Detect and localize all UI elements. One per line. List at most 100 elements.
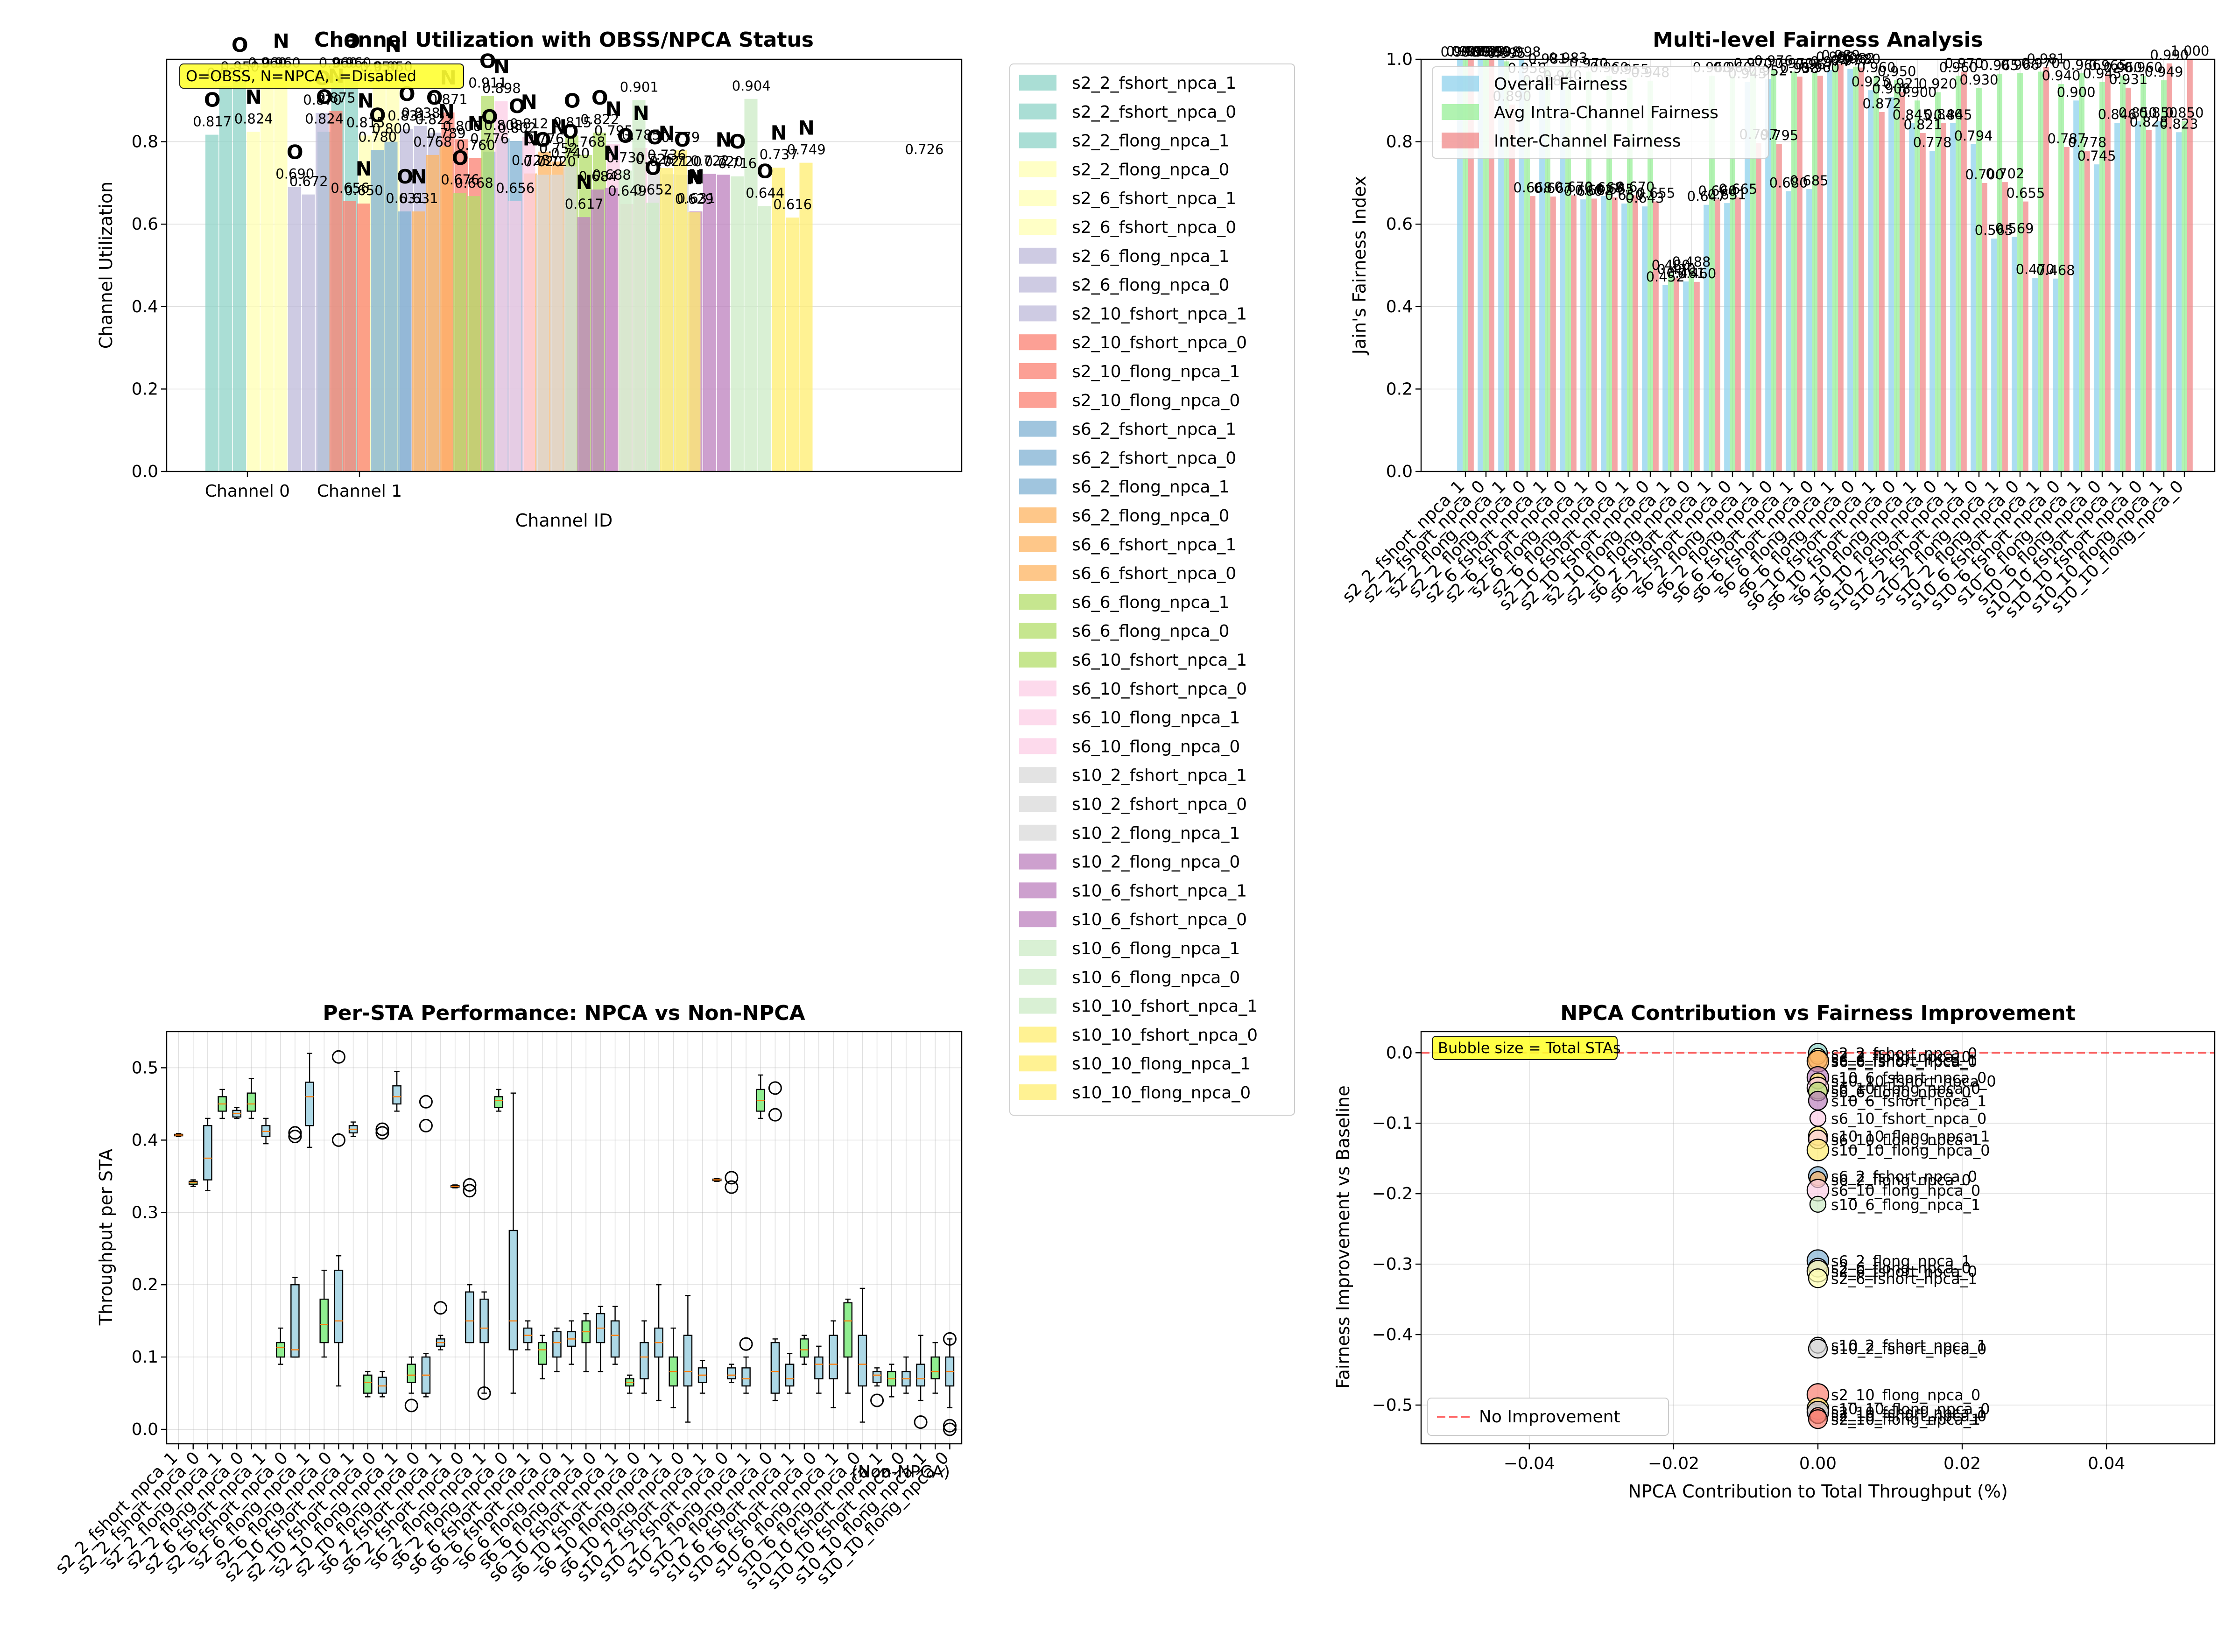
fairness-value-label: 0.670 [1554, 179, 1593, 195]
utilization-status-marker: O [426, 86, 443, 109]
utilization-status-marker: O [674, 128, 691, 151]
npca-point [1809, 1195, 1827, 1213]
utilization-bar [605, 188, 618, 472]
fairness-bar [2155, 121, 2162, 471]
utilization-status-marker: N [523, 127, 539, 150]
fairness-bar [1981, 183, 1987, 471]
fairness-ytick-label: 0.0 [1386, 462, 1413, 481]
utilization-value-label: 0.736 [648, 147, 686, 163]
npca-point [1808, 1268, 1828, 1288]
fairness-bar [1653, 201, 1659, 471]
utilization-legend-swatch [1019, 392, 1056, 408]
per-sta-box [785, 1364, 795, 1387]
utilization-status-marker: O [729, 130, 746, 153]
fairness-bar [1463, 59, 1468, 472]
utilization-status-marker: N [604, 141, 620, 164]
fairness-value-label: 0.650 [1605, 187, 1644, 203]
npca-point-label: s2_2_flong_npca_0 [1831, 1048, 1971, 1066]
npca-ylabel: Fairness Improvement vs Baseline [1333, 1085, 1353, 1389]
fairness-bar [1457, 60, 1463, 472]
utilization-legend-swatch [1019, 738, 1056, 754]
utilization-value-label: 0.656 [331, 180, 369, 196]
npca-point-label: s2_10_flong_npca_0 [1831, 1386, 1980, 1404]
utilization-bar [384, 141, 398, 472]
utilization-value-label: 0.723 [512, 153, 550, 169]
fairness-bar [1750, 71, 1756, 472]
fairness-value-label: 0.921 [1883, 76, 1922, 91]
fairness-value-label: 0.452 [1646, 269, 1685, 285]
fairness-bar [2079, 73, 2084, 472]
npca-point-label: s10_6_fshort_npca_0 [1831, 1069, 1986, 1087]
utilization-value-label: 0.690 [275, 166, 314, 182]
fairness-bar [1714, 199, 1720, 472]
fairness-bar [2094, 164, 2100, 471]
utilization-legend-swatch [1019, 565, 1056, 581]
fairness-bar [1468, 59, 1474, 472]
utilization-value-label: 0.806 [443, 118, 481, 134]
fairness-value-label: 0.981 [1528, 51, 1567, 67]
per-sta-outlier [943, 1332, 957, 1346]
utilization-xtick-label: Channel 0 [205, 482, 290, 501]
utilization-legend-label: s6_2_flong_npca_0 [1072, 506, 1229, 526]
npca-point-label: s6_6_fshort_npca_0 [1831, 1053, 1977, 1070]
fairness-value-label: 0.982 [1836, 50, 1875, 66]
utilization-bar [619, 170, 632, 471]
fairness-bar [1648, 80, 1653, 471]
utilization-legend-swatch [1019, 450, 1056, 466]
per-sta-title: Per-STA Performance: NPCA vs Non-NPCA [323, 1001, 805, 1025]
utilization-bar [772, 168, 785, 471]
utilization-status-marker: N [633, 102, 649, 125]
fairness-value-label: 0.468 [2036, 262, 2075, 278]
utilization-value-label: 0.838 [401, 105, 440, 121]
per-sta-outlier [943, 1422, 957, 1436]
npca-xtick-label: 0.00 [1799, 1454, 1837, 1473]
fairness-bar [1591, 198, 1597, 472]
fairness-bar [1858, 67, 1864, 471]
utilization-status-marker: O [344, 29, 360, 52]
fairness-value-label: 0.850 [2119, 105, 2157, 120]
utilization-legend-label: s6_10_fshort_npca_0 [1072, 680, 1247, 699]
utilization-legend-swatch [1019, 796, 1056, 812]
per-sta-box [319, 1298, 329, 1343]
utilization-bar [563, 166, 577, 472]
utilization-legend-swatch [1019, 998, 1056, 1014]
per-sta-box [363, 1374, 373, 1394]
utilization-legend: s2_2_fshort_npca_1 s2_2_fshort_npca_0 s2_2… [1009, 63, 1295, 1116]
npca-point [1808, 1090, 1828, 1111]
fairness-bar [1796, 77, 1803, 471]
utilization-ytick-label: 0.2 [132, 380, 158, 399]
npca-ytick-label: −0.4 [1372, 1325, 1413, 1344]
utilization-value-label: 0.616 [773, 197, 812, 212]
fairness-value-label: 0.643 [1626, 190, 1664, 206]
fairness-value-label: 0.480 [1651, 257, 1690, 273]
fairness-value-label: 0.965 [1980, 57, 2019, 73]
npca-point-label: s6_2_flong_npca_1 [1831, 1252, 1971, 1270]
utilization-status-marker: N [358, 89, 374, 112]
per-sta-box [683, 1335, 693, 1387]
utilization-legend-swatch [1019, 882, 1056, 899]
fairness-value-label: 0.850 [2139, 105, 2178, 120]
utilization-status-marker: O [481, 105, 498, 128]
fairness-bar [1642, 206, 1648, 472]
fairness-value-label: 0.662 [1575, 182, 1613, 198]
fairness-bar [1776, 144, 1782, 471]
fairness-bar [2105, 73, 2111, 471]
utilization-bar [536, 175, 549, 471]
utilization-legend-swatch [1019, 103, 1056, 120]
utilization-annotation: O=OBSS, N=NPCA, .=Disabled [186, 67, 416, 85]
npca-point-label: s2_10_flong_npca_1 [1831, 1411, 1980, 1428]
utilization-status-marker: N [688, 165, 704, 188]
fairness-value-label: 0.700 [1965, 167, 2004, 183]
fairness-bar [1899, 91, 1905, 471]
utilization-legend-label: s10_6_flong_npca_0 [1072, 968, 1240, 987]
utilization-status-marker: O [232, 34, 248, 56]
utilization-bar [786, 218, 799, 471]
utilization-legend-label: s2_2_flong_npca_0 [1072, 160, 1229, 179]
fairness-value-label: 0.565 [1975, 222, 2014, 238]
utilization-status-marker: O [591, 86, 608, 109]
fairness-value-label: 0.569 [1995, 221, 2034, 237]
fairness-legend-label: Inter-Channel Fairness [1494, 132, 1681, 151]
channel-utilization-panel: 0.817O0.824O0.9350.9600.950O0.960O0.824N… [96, 28, 963, 531]
fairness-value-label: 0.846 [1924, 106, 1963, 122]
